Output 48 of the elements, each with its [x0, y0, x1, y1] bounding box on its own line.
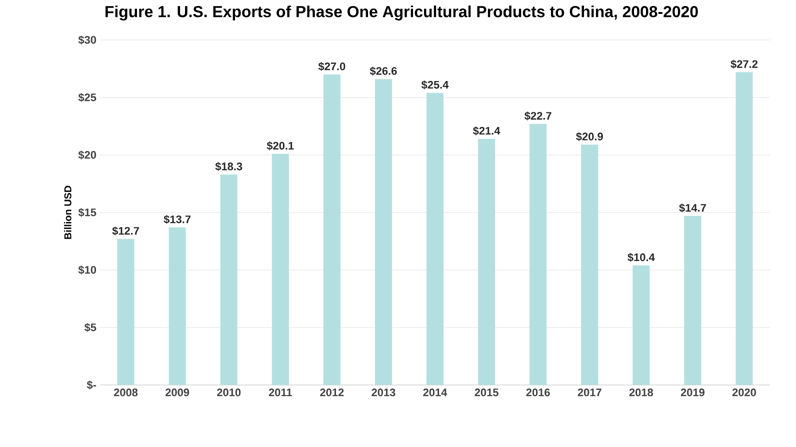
data-label: $26.6 [370, 66, 397, 76]
y-tick-label: $- [86, 380, 96, 390]
data-label: $21.4 [472, 126, 500, 136]
data-label: $13.7 [164, 214, 191, 224]
y-tick-label: $25 [78, 93, 96, 102]
y-tick-label: $15 [78, 208, 96, 217]
x-tick-label: 2013 [372, 388, 396, 396]
x-tick-label: 2012 [320, 388, 344, 396]
y-tick-label: $10 [78, 266, 96, 274]
data-label: $18.3 [215, 162, 242, 172]
x-tick-label: 2019 [680, 388, 704, 396]
y-axis-title: Billion USD [64, 186, 72, 239]
data-label: $25.4 [421, 80, 449, 90]
x-tick-label: 2016 [526, 388, 550, 396]
data-label: $22.7 [524, 111, 552, 120]
x-tick-label: 2009 [166, 388, 190, 396]
bar [374, 79, 392, 385]
data-label: $20.9 [576, 132, 603, 142]
bar [426, 92, 444, 385]
bar [168, 227, 186, 385]
bar [684, 216, 702, 385]
data-label: $27.0 [318, 62, 346, 71]
bar [323, 74, 340, 385]
bar [117, 238, 134, 385]
chart-title: Figure 1. U.S. Exports of Phase One Agricultural Products to China, 2008-2020 [106, 6, 698, 20]
y-tick-label: $30 [78, 36, 96, 44]
data-label: $12.7 [112, 226, 139, 236]
y-tick-label: $20 [78, 150, 96, 160]
bar [272, 154, 289, 385]
x-tick-label: 2020 [732, 388, 756, 396]
y-tick-label: $5 [84, 323, 96, 332]
bar [220, 174, 238, 385]
data-label: $14.7 [679, 203, 706, 212]
x-tick-label: 2010 [217, 388, 241, 396]
bar [736, 72, 753, 385]
x-tick-label: 2015 [474, 388, 498, 396]
bar [478, 138, 496, 385]
data-label: $10.4 [628, 252, 655, 262]
bar [632, 265, 650, 385]
x-tick-label: 2017 [578, 388, 602, 396]
x-tick-label: 2008 [114, 388, 138, 396]
data-label: $27.2 [730, 60, 758, 69]
data-label: $20.1 [266, 141, 294, 150]
bar [530, 124, 547, 385]
x-tick-label: 2011 [268, 388, 292, 396]
x-tick-label: 2018 [629, 388, 653, 396]
x-tick-label: 2014 [423, 388, 448, 396]
bar [581, 144, 598, 385]
